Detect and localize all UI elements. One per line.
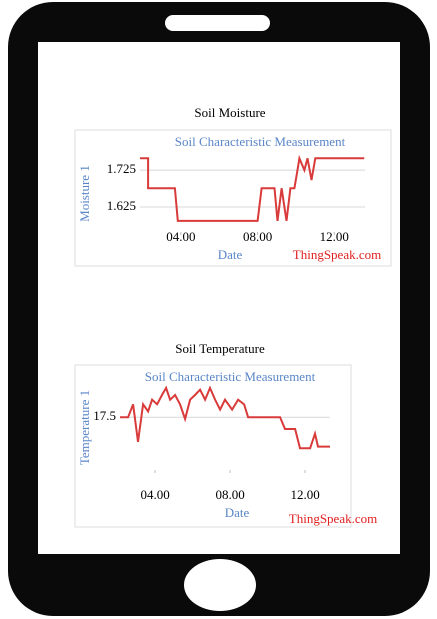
y-axis-label: Moisture 1 xyxy=(77,165,92,222)
y-tick-label: 17.5 xyxy=(93,408,116,423)
x-tick-label: 08.00 xyxy=(215,487,244,502)
chart-caption: Soil Temperature xyxy=(175,341,265,356)
x-tick-label: 12.00 xyxy=(320,229,349,244)
x-tick-label: 08.00 xyxy=(243,229,272,244)
y-tick-label: 1.625 xyxy=(107,198,136,213)
chart-title: Soil Characteristic Measurement xyxy=(145,369,316,384)
y-axis-label: Temperature 1 xyxy=(77,390,92,465)
x-tick-label: 04.00 xyxy=(166,229,195,244)
x-tick-label: 04.00 xyxy=(140,487,169,502)
annotation: ThingSpeak.com xyxy=(289,511,377,526)
home-button xyxy=(184,559,256,611)
x-axis-label: Date xyxy=(218,247,243,262)
y-tick-label: 1.725 xyxy=(107,161,136,176)
speaker xyxy=(165,15,270,31)
phone-screenshot: Soil Moisture Soil Characteristic Measure… xyxy=(0,0,437,619)
x-axis-label: Date xyxy=(225,505,250,520)
chart-caption: Soil Moisture xyxy=(194,105,265,120)
x-tick-label: 12.00 xyxy=(290,487,319,502)
annotation: ThingSpeak.com xyxy=(293,247,381,262)
chart-title: Soil Characteristic Measurement xyxy=(175,134,346,149)
